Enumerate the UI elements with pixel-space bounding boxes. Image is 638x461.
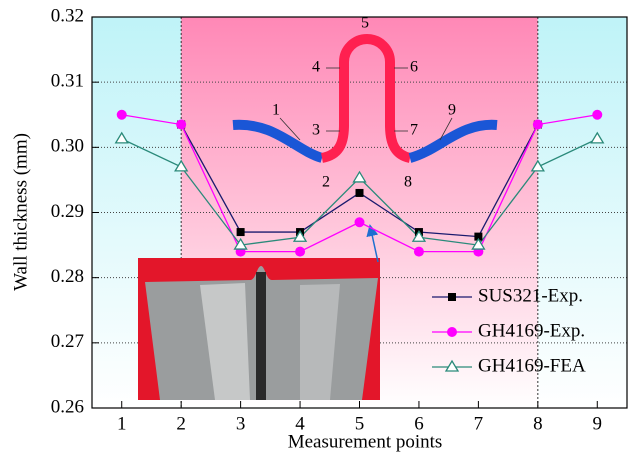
legend-label: GH4169-Exp. xyxy=(478,320,585,341)
marker xyxy=(533,120,543,130)
y-tick-label: 0.31 xyxy=(51,71,84,92)
y-tick-label: 0.28 xyxy=(51,266,84,287)
diagram-label: 2 xyxy=(322,174,330,191)
x-tick-label: 3 xyxy=(236,413,246,434)
marker xyxy=(237,228,245,236)
legend-label: SUS321-Exp. xyxy=(478,285,583,306)
diagram-label: 6 xyxy=(410,59,418,76)
y-tick-label: 0.32 xyxy=(51,5,84,26)
x-tick-label: 7 xyxy=(474,413,484,434)
marker xyxy=(447,327,457,337)
marker xyxy=(592,110,602,120)
photo-part xyxy=(256,272,266,400)
y-tick-label: 0.26 xyxy=(51,396,84,417)
x-tick-label: 1 xyxy=(117,413,127,434)
marker xyxy=(176,120,186,130)
x-tick-label: 9 xyxy=(593,413,603,434)
marker xyxy=(356,189,364,197)
x-tick-label: 6 xyxy=(414,413,424,434)
y-tick-label: 0.29 xyxy=(51,201,84,222)
chart: 1 2 3 4 5 6 7 8 9 Measurement points Wall thickn… xyxy=(0,0,638,461)
y-tick-label: 0.27 xyxy=(51,331,84,352)
diagram-label: 8 xyxy=(404,174,412,191)
diagram-label: 3 xyxy=(312,122,320,139)
x-axis-label: Measurement points xyxy=(288,431,443,452)
diagram-label: 4 xyxy=(312,59,320,76)
marker xyxy=(414,247,424,257)
marker xyxy=(117,110,127,120)
marker xyxy=(355,217,365,227)
marker xyxy=(295,247,305,257)
x-tick-label: 5 xyxy=(355,413,365,434)
y-tick-label: 0.30 xyxy=(51,136,84,157)
marker xyxy=(448,293,456,301)
x-tick-label: 4 xyxy=(295,413,305,434)
y-axis-label: Wall thickness (mm) xyxy=(10,133,31,291)
x-tick-label: 2 xyxy=(176,413,186,434)
diagram-label: 1 xyxy=(272,102,280,119)
diagram-label: 9 xyxy=(448,102,456,119)
diagram-label: 7 xyxy=(410,122,418,139)
x-tick-label: 8 xyxy=(533,413,543,434)
legend-label: GH4169-FEA xyxy=(478,355,586,376)
